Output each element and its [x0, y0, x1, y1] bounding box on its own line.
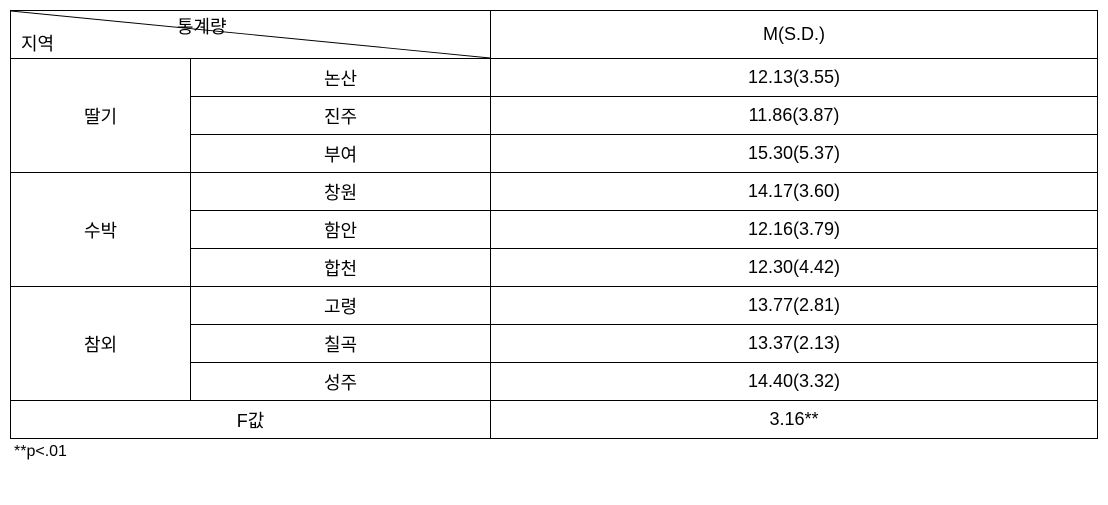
region-cell: 성주: [191, 363, 491, 401]
value-cell: 14.17(3.60): [491, 173, 1098, 211]
value-cell: 12.30(4.42): [491, 249, 1098, 287]
crop-cell: 딸기: [11, 59, 191, 173]
table-row: 수박 창원 14.17(3.60): [11, 173, 1098, 211]
value-cell: 14.40(3.32): [491, 363, 1098, 401]
statistics-table-wrapper: 통계량 지역 M(S.D.) 딸기 논산 12.13(3.55) 진주 11.8…: [10, 10, 1098, 461]
region-cell: 논산: [191, 59, 491, 97]
value-cell: 12.13(3.55): [491, 59, 1098, 97]
region-cell: 고령: [191, 287, 491, 325]
header-top-label: 통계량: [177, 13, 227, 39]
diagonal-header-cell: 통계량 지역: [11, 11, 491, 59]
statistics-table: 통계량 지역 M(S.D.) 딸기 논산 12.13(3.55) 진주 11.8…: [10, 10, 1098, 439]
region-cell: 창원: [191, 173, 491, 211]
region-cell: 칠곡: [191, 325, 491, 363]
diagonal-line-icon: [11, 11, 490, 58]
value-cell: 13.77(2.81): [491, 287, 1098, 325]
region-cell: 부여: [191, 135, 491, 173]
footer-label-cell: F값: [11, 401, 491, 439]
table-row: 딸기 논산 12.13(3.55): [11, 59, 1098, 97]
region-cell: 함안: [191, 211, 491, 249]
value-cell: 11.86(3.87): [491, 97, 1098, 135]
crop-cell: 참외: [11, 287, 191, 401]
footer-row: F값 3.16**: [11, 401, 1098, 439]
value-cell: 12.16(3.79): [491, 211, 1098, 249]
header-bottom-label: 지역: [21, 30, 54, 56]
value-cell: 13.37(2.13): [491, 325, 1098, 363]
footnote-text: **p<.01: [10, 439, 1098, 461]
crop-cell: 수박: [11, 173, 191, 287]
value-cell: 15.30(5.37): [491, 135, 1098, 173]
table-row: 참외 고령 13.77(2.81): [11, 287, 1098, 325]
header-value-col: M(S.D.): [491, 11, 1098, 59]
footer-value-cell: 3.16**: [491, 401, 1098, 439]
region-cell: 합천: [191, 249, 491, 287]
table-body: 통계량 지역 M(S.D.) 딸기 논산 12.13(3.55) 진주 11.8…: [11, 11, 1098, 439]
header-row: 통계량 지역 M(S.D.): [11, 11, 1098, 59]
region-cell: 진주: [191, 97, 491, 135]
